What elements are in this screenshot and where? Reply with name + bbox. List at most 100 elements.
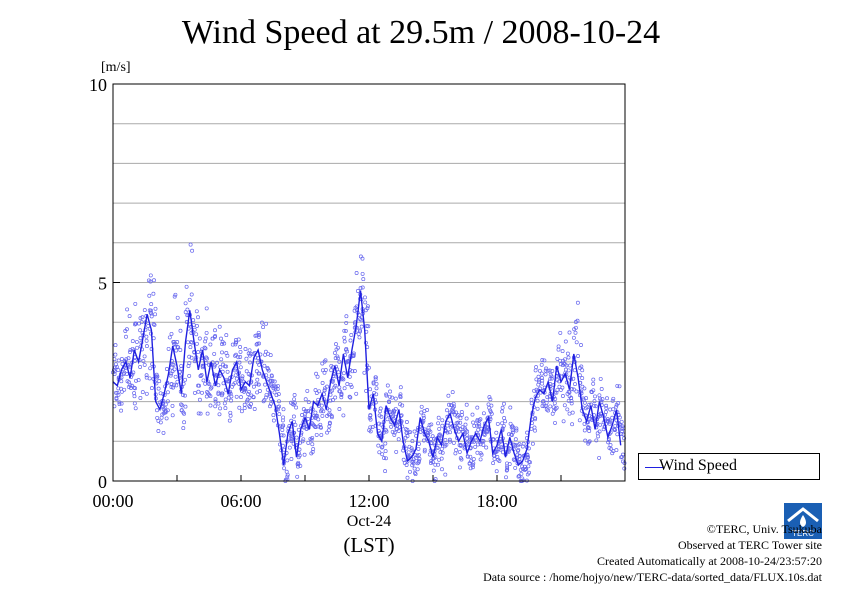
data-point <box>521 441 526 446</box>
data-point <box>521 478 526 483</box>
data-points <box>111 242 627 483</box>
data-point <box>508 421 513 426</box>
data-point <box>268 401 273 406</box>
data-point <box>555 356 560 361</box>
data-point <box>300 413 304 417</box>
data-point <box>591 381 596 386</box>
data-point <box>203 346 208 351</box>
data-point <box>408 430 413 435</box>
data-point <box>142 362 147 367</box>
data-point <box>549 376 554 381</box>
data-point <box>187 354 192 359</box>
data-point <box>465 429 470 434</box>
data-point <box>361 277 366 282</box>
data-point <box>567 411 572 416</box>
data-point <box>351 351 356 356</box>
data-point <box>194 309 199 314</box>
data-point <box>148 273 153 278</box>
data-point <box>178 348 183 352</box>
data-point <box>246 392 251 396</box>
data-point <box>470 465 475 470</box>
data-point <box>122 387 127 392</box>
data-point <box>248 360 252 365</box>
data-point <box>200 390 204 395</box>
data-point <box>165 408 170 413</box>
data-point <box>124 357 129 362</box>
data-point <box>451 406 456 411</box>
data-point <box>593 394 597 399</box>
data-point <box>552 401 557 406</box>
data-point <box>274 393 279 398</box>
data-point <box>275 383 280 388</box>
data-point <box>280 428 285 432</box>
data-point <box>456 429 461 434</box>
data-point <box>540 399 545 404</box>
data-point <box>533 368 538 373</box>
data-point <box>319 409 323 414</box>
data-point <box>358 286 363 291</box>
data-point <box>130 346 135 351</box>
data-point <box>116 392 121 397</box>
data-point <box>192 327 197 332</box>
data-point <box>614 404 619 409</box>
data-point <box>500 409 505 414</box>
data-point <box>530 441 535 446</box>
data-point <box>333 356 338 361</box>
data-point <box>606 436 611 441</box>
data-point <box>544 366 549 371</box>
data-point <box>473 444 478 449</box>
data-point <box>296 460 301 465</box>
data-point <box>380 452 385 457</box>
data-point <box>532 425 537 430</box>
data-point <box>266 351 270 356</box>
data-point <box>262 398 267 403</box>
data-point <box>319 425 323 430</box>
data-point <box>285 458 290 463</box>
data-point <box>242 406 247 411</box>
data-point <box>496 445 501 450</box>
data-point <box>342 335 347 340</box>
data-point <box>216 391 221 396</box>
data-point <box>179 402 184 407</box>
data-point <box>264 392 269 397</box>
data-point <box>164 416 169 421</box>
data-point <box>306 440 311 445</box>
data-point <box>179 408 184 413</box>
data-point <box>169 331 174 336</box>
data-point <box>213 328 217 333</box>
data-point <box>473 438 478 443</box>
data-point <box>162 410 167 415</box>
data-point <box>558 330 563 335</box>
data-point <box>604 405 609 410</box>
data-point <box>198 374 203 378</box>
data-point <box>556 344 561 349</box>
data-point <box>442 442 447 447</box>
data-point <box>161 430 166 435</box>
data-point <box>582 428 587 433</box>
data-point <box>599 387 604 391</box>
data-point <box>553 420 557 425</box>
data-point <box>432 456 437 461</box>
data-point <box>481 411 486 416</box>
data-point <box>566 398 571 403</box>
data-point <box>435 445 440 450</box>
data-point <box>517 473 522 478</box>
data-point <box>171 339 176 344</box>
data-point <box>440 418 445 423</box>
data-point <box>548 372 553 377</box>
data-point <box>510 428 515 433</box>
data-point <box>570 410 575 415</box>
data-point <box>187 297 192 302</box>
data-point <box>377 431 382 435</box>
data-point <box>470 412 475 417</box>
data-point <box>332 350 337 355</box>
legend-label: Wind Speed <box>659 457 738 474</box>
data-point <box>281 407 286 412</box>
data-point <box>281 423 286 428</box>
data-point <box>144 338 149 343</box>
data-point <box>362 370 367 375</box>
data-point <box>196 315 200 320</box>
data-point <box>504 468 509 473</box>
data-point <box>469 459 473 464</box>
data-point <box>188 242 193 247</box>
